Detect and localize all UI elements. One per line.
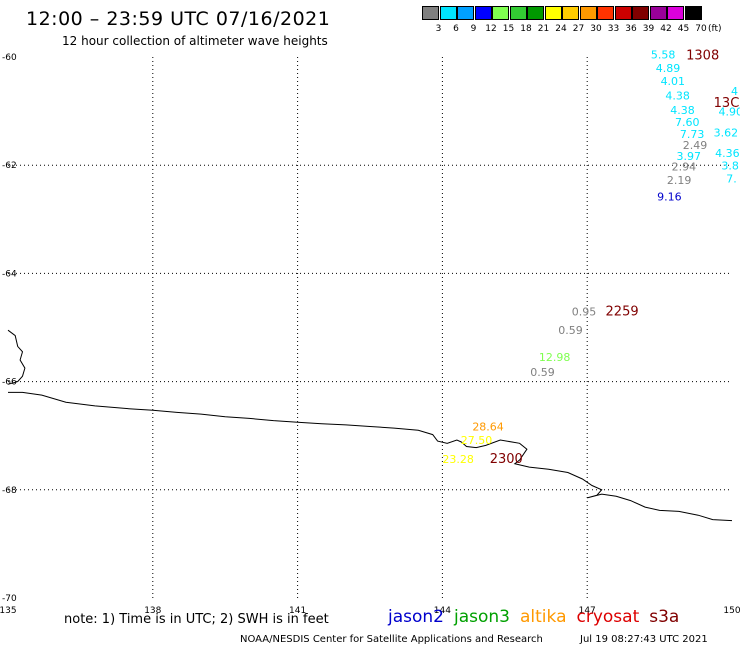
wave-height-value: 0.59 [558,324,583,337]
wave-height-value: 2.49 [683,139,708,152]
pass-time-label: 2259 [606,305,639,320]
legend-label: 3 [435,24,442,34]
wave-height-value: 4.89 [656,62,681,75]
longitude-tick-label: 138 [144,606,161,616]
legend-label: 33 [607,24,620,34]
wave-height-value: 4.36 [715,147,740,160]
coastline [8,391,733,522]
wave-height-value: 3.8 [721,160,739,173]
longitude-tick-label: 150 [723,606,740,616]
wave-height-value: 12.98 [539,351,571,364]
wave-height-value: 23.28 [442,453,474,466]
legend-label: 9 [470,24,477,34]
satellite-jason3: jason3 [454,607,510,627]
legend-swatch-70 [684,6,702,20]
footer-note: note: 1) Time is in UTC; 2) SWH is in fe… [64,612,329,627]
coastline [7,329,26,385]
satellite-key: jason2 jason3 altika cryosat s3a [388,607,689,627]
legend-label: 30 [590,24,602,34]
satellite-altika: altika [520,607,567,627]
legend-label: 27 [572,24,585,34]
longitude-tick-label: 141 [289,606,306,616]
legend-label: 42 [660,24,672,34]
pass-time-label: 13C [714,96,740,111]
legend-swatch-27 [562,6,579,20]
generated-timestamp: Jul 19 08:27:43 UTC 2021 [580,634,708,645]
satellite-s3a: s3a [649,607,680,627]
wave-height-value: 4.38 [670,104,695,117]
map-subtitle: 12 hour collection of altimeter wave hei… [62,34,328,48]
legend-label: 21 [537,24,550,34]
legend-swatch-45 [667,6,684,20]
longitude-tick-label: 135 [0,606,17,616]
legend-swatch-12 [474,6,492,20]
wave-height-value: 27.50 [461,434,493,447]
wave-height-value: 3.97 [676,150,701,163]
wave-height-value: 0.59 [530,366,555,379]
legend-label: 39 [642,24,655,34]
wave-height-value: 3.62 [714,127,739,140]
legend-label: 6 [453,24,459,34]
wave-height-value: 28.64 [472,420,504,433]
legend-swatch-18 [509,6,527,20]
legend-swatch-39 [632,6,649,20]
wave-height-value: 2.94 [672,161,697,174]
legend-unit: (ft) [708,24,722,34]
pass-time-label: 2300 [490,452,523,467]
legend-swatch-9 [457,6,474,20]
wave-height-value: 4.38 [665,90,690,103]
legend-swatch-36 [614,6,632,20]
wave-height-value: 4.01 [661,75,686,88]
credit-text: NOAA/NESDIS Center for Satellite Applica… [240,634,543,645]
legend-label: 24 [555,24,567,34]
map-title: 12:00 – 23:59 UTC 07/16/2021 [26,8,331,30]
latitude-tick-label: -60 [2,53,17,63]
legend-swatch-6 [439,6,457,20]
legend-swatch-24 [544,6,562,20]
latitude-tick-label: -66 [2,378,17,388]
longitude-tick-label: 144 [434,606,451,616]
legend-label: 15 [502,24,515,34]
legend-swatch-3 [422,6,439,20]
satellite-cryosat: cryosat [576,607,640,627]
wave-height-value: 5.58 [651,49,676,62]
longitude-tick-label: 147 [579,606,596,616]
satellite-jason2: jason2 [388,607,444,627]
legend-swatch-21 [527,6,544,20]
wave-height-value: 7. [726,173,737,186]
wave-height-value: 2.19 [667,174,692,187]
legend-label: 70 [695,24,707,34]
legend-swatch-30 [579,6,597,20]
legend-swatch-15 [492,6,509,20]
latitude-tick-label: -68 [2,486,17,496]
pass-time-label: 1308 [686,49,719,64]
latitude-tick-label: -62 [2,161,17,171]
legend-label: 36 [625,24,637,34]
legend-label: 12 [485,24,497,34]
latitude-tick-label: -70 [2,594,17,604]
legend-swatch-42 [649,6,667,20]
wave-height-value: 7.73 [680,128,705,141]
wave-height-value: 4.90 [718,105,740,118]
legend-swatch-33 [597,6,614,20]
wave-height-value: 0.95 [572,306,597,319]
wave-height-value: 7.60 [675,116,700,129]
legend-label: 45 [677,24,690,34]
wave-height-value: 4 [731,85,738,98]
latitude-tick-label: -64 [2,269,17,279]
wave-height-value: 9.16 [657,190,682,203]
legend-label: 18 [520,24,532,34]
